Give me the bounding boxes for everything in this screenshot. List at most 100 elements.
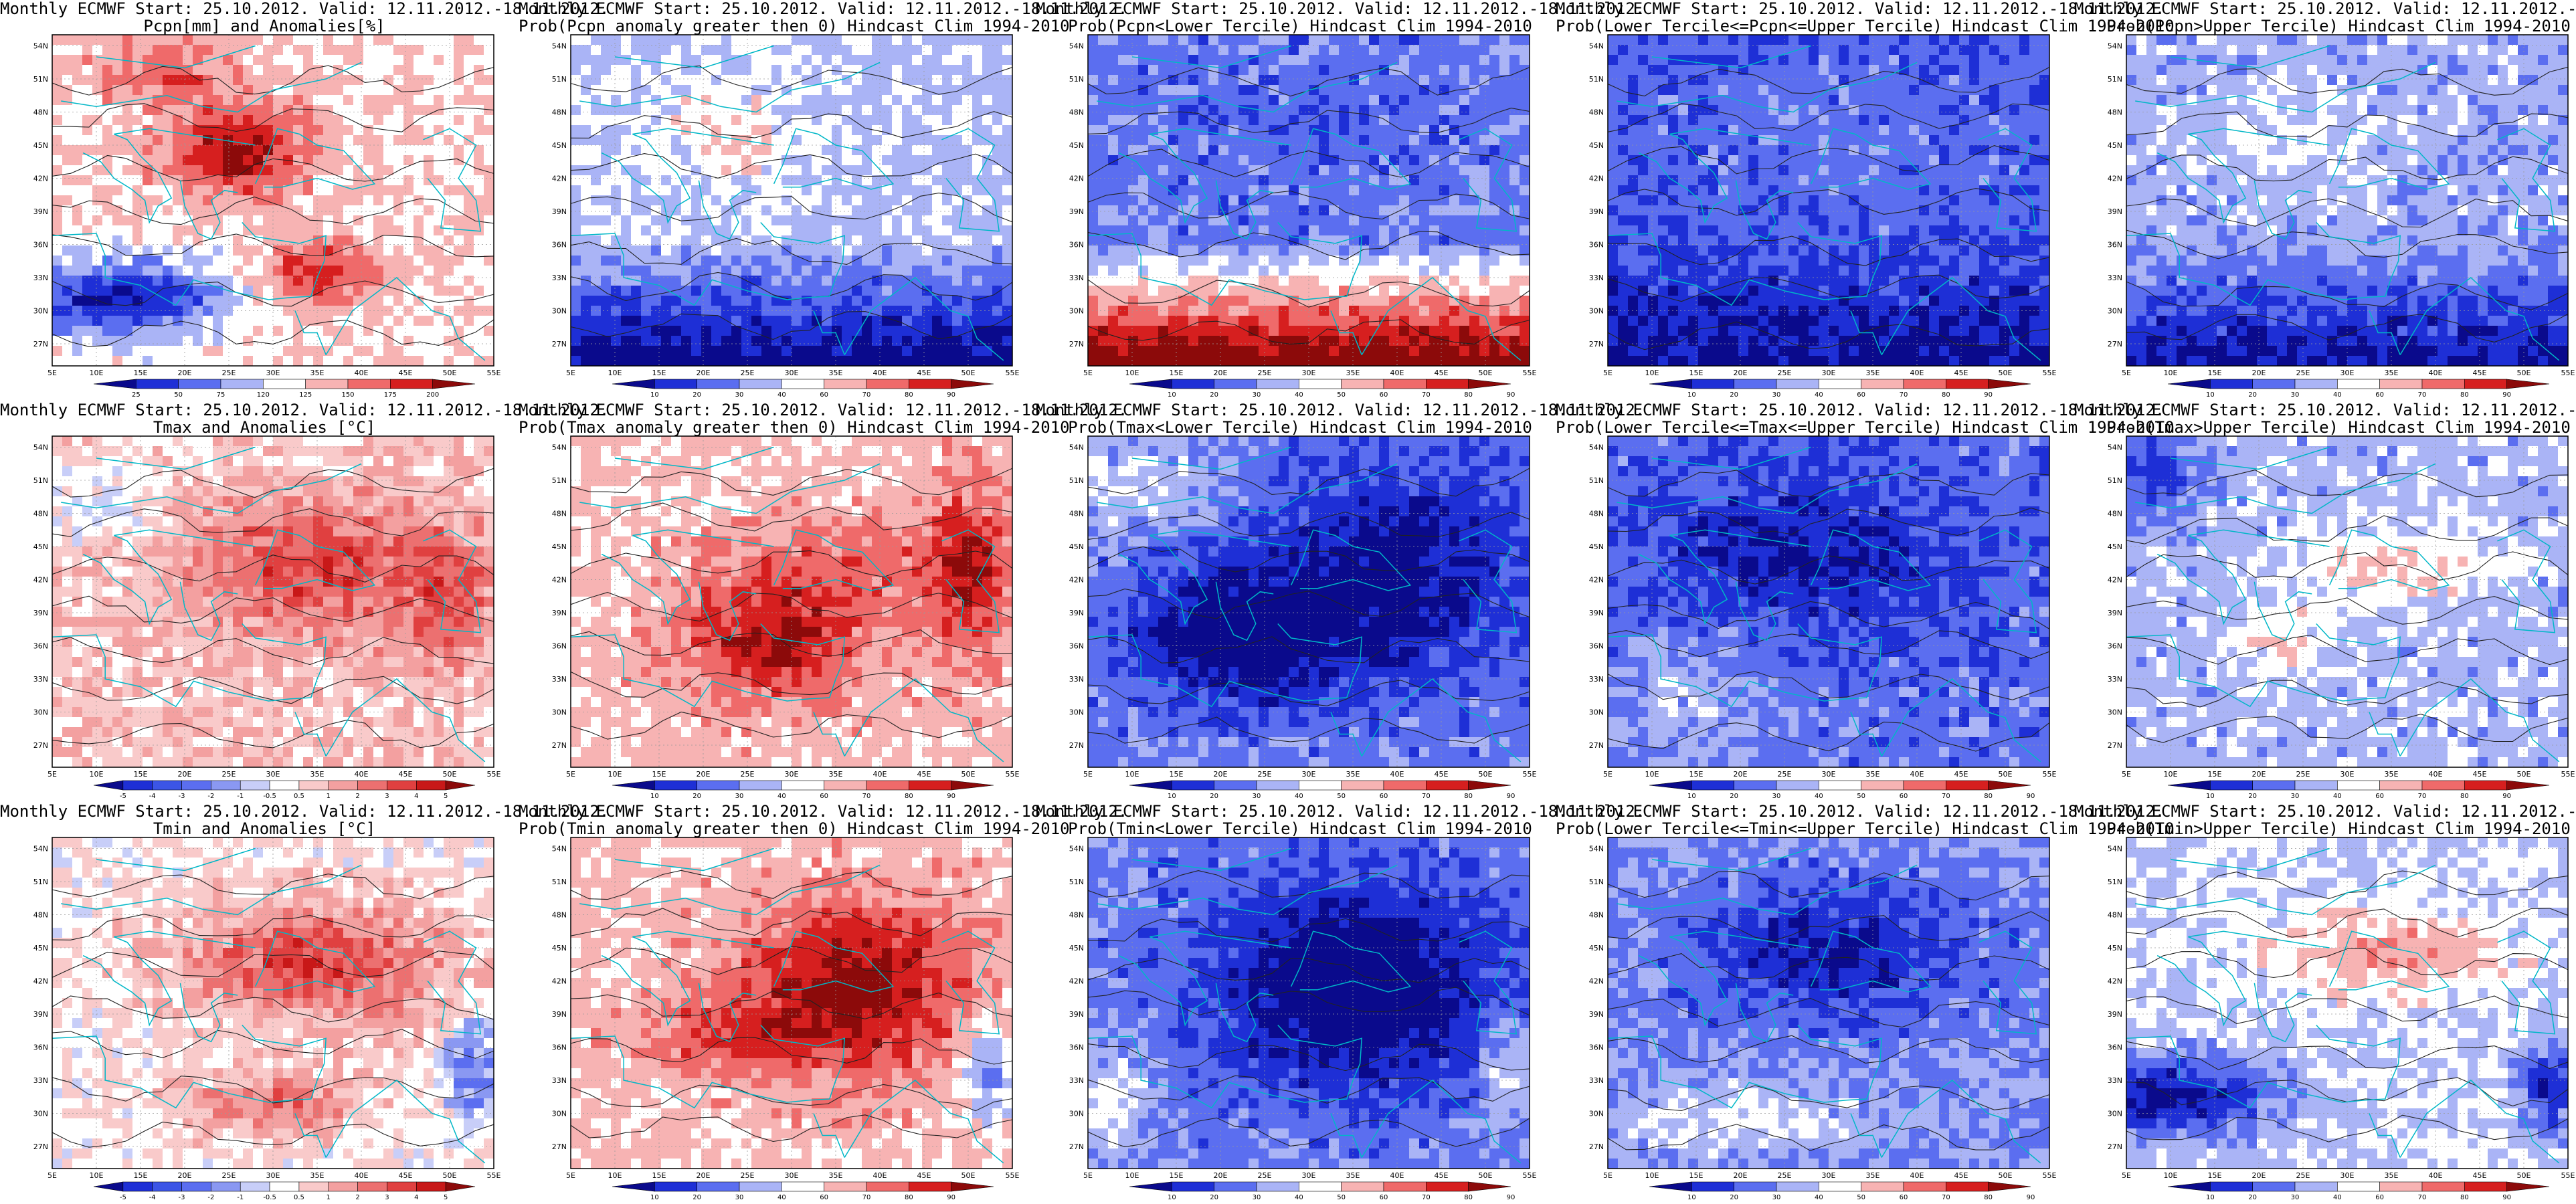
- lat-tick-label: 36N: [1589, 642, 1604, 651]
- lat-tick-label: 33N: [1069, 1076, 1084, 1085]
- lat-tick-label: 36N: [1589, 241, 1604, 249]
- lon-tick-label: 25E: [1778, 369, 1792, 377]
- colorbar-swatch: [2252, 1181, 2296, 1192]
- colorbar-swatch: [1691, 1181, 1734, 1192]
- colorbar-swatch: [240, 780, 270, 791]
- colorbar-swatch: [2464, 379, 2507, 389]
- colorbar-label: 80: [1464, 793, 1473, 800]
- map-frame: [52, 435, 494, 768]
- graticule: [2126, 837, 2568, 1169]
- lon-tick-label: 20E: [697, 770, 711, 779]
- lat-tick-label: 48N: [552, 911, 567, 920]
- colorbar-swatch: [2167, 780, 2211, 791]
- lon-tick-label: 25E: [222, 1171, 236, 1180]
- graticule: [1088, 35, 1530, 366]
- colorbar-swatch: [2252, 780, 2296, 791]
- lat-tick-label: 36N: [2108, 241, 2122, 249]
- colorbar-swatch: [416, 780, 446, 791]
- lon-tick-label: 40E: [1910, 1171, 1924, 1180]
- panel-title-line1: Monthly ECMWF Start: 25.10.2012. Valid: …: [2074, 803, 2576, 820]
- colorbar-swatch: [1649, 1181, 1692, 1192]
- colorbar: 10 20 30 40 60 70 80 90: [612, 1181, 994, 1201]
- colorbar-label: 40: [1815, 391, 1823, 399]
- colorbar-label: 70: [1422, 1194, 1431, 1201]
- lon-tick-label: 45E: [917, 770, 931, 779]
- lon-tick-label: 55E: [487, 369, 501, 377]
- shaded-field: [571, 35, 1012, 366]
- lat-tick-label: 33N: [1589, 274, 1604, 282]
- colorbar-swatch: [2294, 780, 2338, 791]
- colorbar-label: 80: [905, 1194, 913, 1201]
- colorbar-label: 10: [1687, 391, 1696, 399]
- colorbar-label: 20: [1210, 1194, 1218, 1201]
- shaded-field: [2126, 436, 2568, 767]
- lat-tick-label: 27N: [552, 340, 567, 348]
- colorbar-swatch: [390, 379, 433, 389]
- colorbar-label: 20: [2248, 391, 2257, 399]
- lat-tick-label: 36N: [552, 241, 567, 249]
- lon-tick-label: 45E: [399, 770, 413, 779]
- colorbar-label: 90: [1507, 391, 1515, 399]
- lat-tick-label: 51N: [552, 878, 567, 886]
- lat-tick-label: 36N: [1069, 642, 1084, 651]
- lon-tick-label: 35E: [1866, 369, 1880, 377]
- colorbar-label: 30: [735, 391, 744, 399]
- colorbar-label: -4: [149, 1194, 156, 1201]
- colorbar-label: 4: [414, 793, 418, 800]
- lon-tick-label: 25E: [1258, 1171, 1272, 1180]
- map-panel-pcpn-prob-lower: Monthly ECMWF Start: 25.10.2012. Valid: …: [1036, 0, 1645, 401]
- colorbar-label: 70: [862, 391, 871, 399]
- colorbar-label: 30: [1772, 793, 1781, 800]
- colorbar-label: 90: [2027, 793, 2035, 800]
- colorbar-swatch: [269, 780, 300, 791]
- coastlines: [1088, 446, 1522, 763]
- colorbar-swatch: [1256, 1181, 1299, 1192]
- lon-tick-label: 30E: [1302, 770, 1316, 779]
- lat-tick-label: 30N: [1069, 307, 1084, 316]
- colorbar-swatch: [2506, 780, 2550, 791]
- lat-tick-label: 30N: [1589, 307, 1604, 316]
- panel-title-line2: Prob(Tmax>Upper Tercile) Hindcast Clim 1…: [2074, 419, 2576, 436]
- lon-tick-label: 40E: [1390, 369, 1404, 377]
- lon-tick-label: 20E: [697, 369, 711, 377]
- lon-tick-label: 35E: [1346, 1171, 1360, 1180]
- panel-title-line2: Tmin and Anomalies [°C]: [0, 820, 529, 837]
- graticule: [2126, 35, 2568, 366]
- lon-tick-label: 50E: [443, 770, 457, 779]
- colorbar-label: 4: [414, 1194, 418, 1201]
- lon-tick-label: 15E: [1689, 369, 1704, 377]
- lat-tick-label: 27N: [2108, 741, 2122, 750]
- lon-tick-label: 35E: [1346, 369, 1360, 377]
- colorbar-swatch: [263, 379, 306, 389]
- lon-tick-label: 20E: [697, 1171, 711, 1180]
- map-frame: [1607, 34, 2050, 367]
- colorbar-swatch: [951, 379, 994, 389]
- graticule: [2126, 436, 2568, 767]
- lon-tick-label: 45E: [1954, 369, 1968, 377]
- graticule: [571, 436, 1012, 767]
- shaded-field: [52, 837, 494, 1169]
- lon-tick-label: 55E: [1523, 770, 1537, 779]
- lon-tick-label: 20E: [2252, 1171, 2266, 1180]
- map-panel-tmin-prob-upper: Monthly ECMWF Start: 25.10.2012. Valid: …: [2074, 803, 2576, 1204]
- lon-tick-label: 25E: [1778, 1171, 1792, 1180]
- contour-lines: [52, 874, 494, 1148]
- lon-tick-label: 10E: [608, 369, 622, 377]
- lon-tick-label: 10E: [2164, 1171, 2178, 1180]
- map-plot: 27N 30N 33N 36N 39N 42N 45N 48N 51N 54N 5E 10E 15E 20…: [1069, 837, 1537, 1201]
- lon-tick-label: 45E: [399, 1171, 413, 1180]
- shaded-field: [52, 436, 494, 767]
- lon-tick-label: 40E: [2429, 1171, 2443, 1180]
- colorbar-swatch: [2210, 780, 2253, 791]
- lon-tick-label: 30E: [1302, 1171, 1316, 1180]
- lon-tick-label: 55E: [2561, 1171, 2575, 1180]
- lat-tick-label: 36N: [1589, 1043, 1604, 1052]
- map-panel-tmax-prob-middle: Monthly ECMWF Start: 25.10.2012. Valid: …: [1556, 401, 2175, 803]
- colorbar-label: 70: [2418, 1194, 2427, 1201]
- lat-tick-label: 48N: [1589, 911, 1604, 920]
- colorbar-label: 20: [1210, 391, 1218, 399]
- colorbar-label: 20: [693, 1194, 701, 1201]
- colorbar-swatch: [612, 1181, 655, 1192]
- lon-tick-label: 50E: [1999, 770, 2013, 779]
- lon-tick-label: 20E: [1214, 369, 1228, 377]
